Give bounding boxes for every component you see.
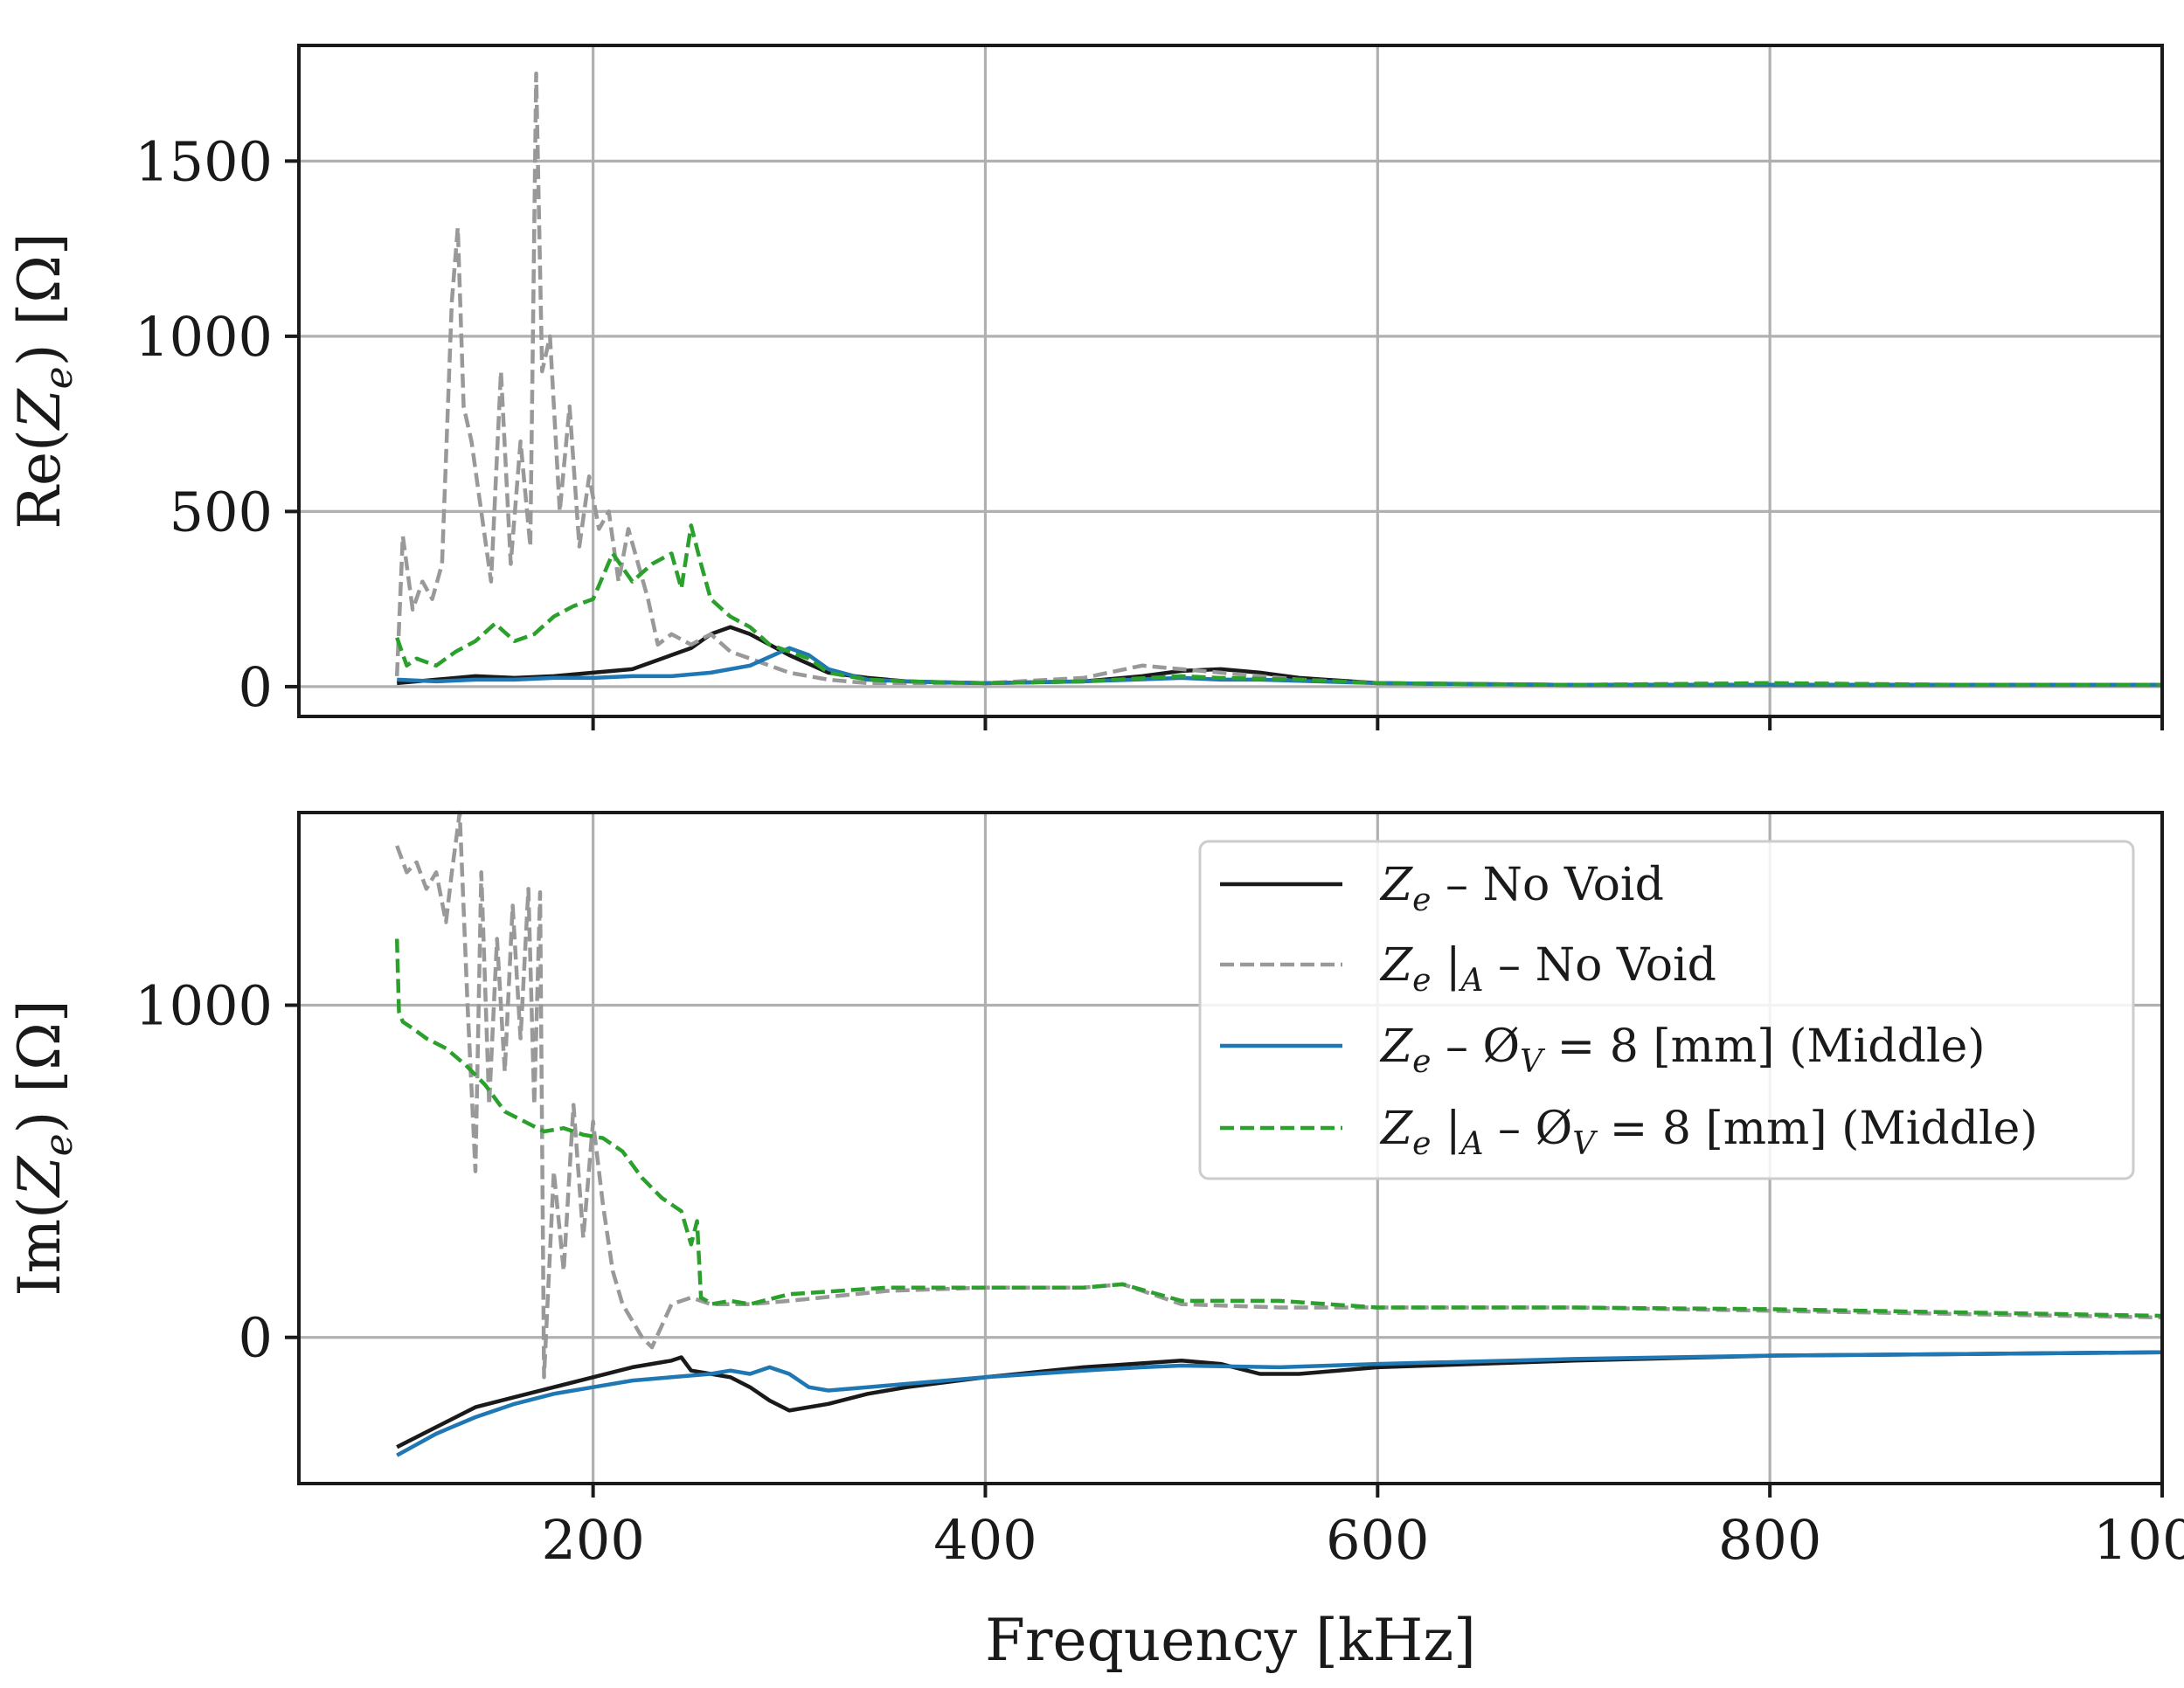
legend-entry-label: Ze – No Void xyxy=(1379,859,1664,918)
legend: Ze – No Void Ze |A – No Void Ze – ØV = 8 [… xyxy=(1198,840,2135,1180)
bottom-panel: 200 400 600 800 1000 0 1000 Im(Ze) [Ω] Frequen… xyxy=(6,810,2184,1674)
x-tick-label: 600 xyxy=(1326,1508,1429,1572)
top-y-axis-title: Re(Ze) [Ω] xyxy=(6,232,81,529)
bottom-series xyxy=(394,810,2163,1457)
x-tick-label: 400 xyxy=(933,1508,1037,1572)
bottom-ticks: 200 400 600 800 1000 0 1000 xyxy=(135,974,2184,1572)
x-axis-title: Frequency [kHz] xyxy=(985,1607,1476,1674)
y-tick-label: 1000 xyxy=(135,974,273,1038)
bottom-y-axis-title: Im(Ze) [Ω] xyxy=(6,1000,81,1296)
top-series-line-4 xyxy=(395,523,2162,688)
legend-box xyxy=(1198,840,2135,1180)
bottom-series-line-4 xyxy=(394,938,2163,1318)
x-tick-label: 200 xyxy=(541,1508,644,1572)
y-tick-label: 0 xyxy=(239,1306,273,1370)
y-tick-label: 1500 xyxy=(135,129,273,193)
legend-entry-label: Ze – ØV = 8 [mm] (Middle) xyxy=(1379,1020,1986,1080)
bottom-series-line-1 xyxy=(396,1350,2163,1449)
top-plot-frame xyxy=(297,44,2164,718)
y-tick-label: 0 xyxy=(239,655,273,719)
x-tick-label: 800 xyxy=(1718,1508,1821,1572)
y-tick-label: 1000 xyxy=(135,305,273,369)
top-ticks: 0 500 1000 1500 xyxy=(135,129,2164,730)
top-series-line-2 xyxy=(394,71,2162,688)
bottom-plot-frame xyxy=(297,811,2164,1485)
y-tick-label: 500 xyxy=(170,480,273,543)
legend-entry-label: Ze |A – ØV = 8 [mm] (Middle) xyxy=(1379,1103,2038,1162)
bottom-series-line-3 xyxy=(396,1350,2163,1457)
top-panel: 0 500 1000 1500 Re(Ze) [Ω] xyxy=(6,44,2164,730)
legend-entry-label: Ze |A – No Void xyxy=(1379,939,1716,999)
top-series xyxy=(394,71,2162,688)
x-tick-label: 1000 xyxy=(2093,1508,2184,1572)
